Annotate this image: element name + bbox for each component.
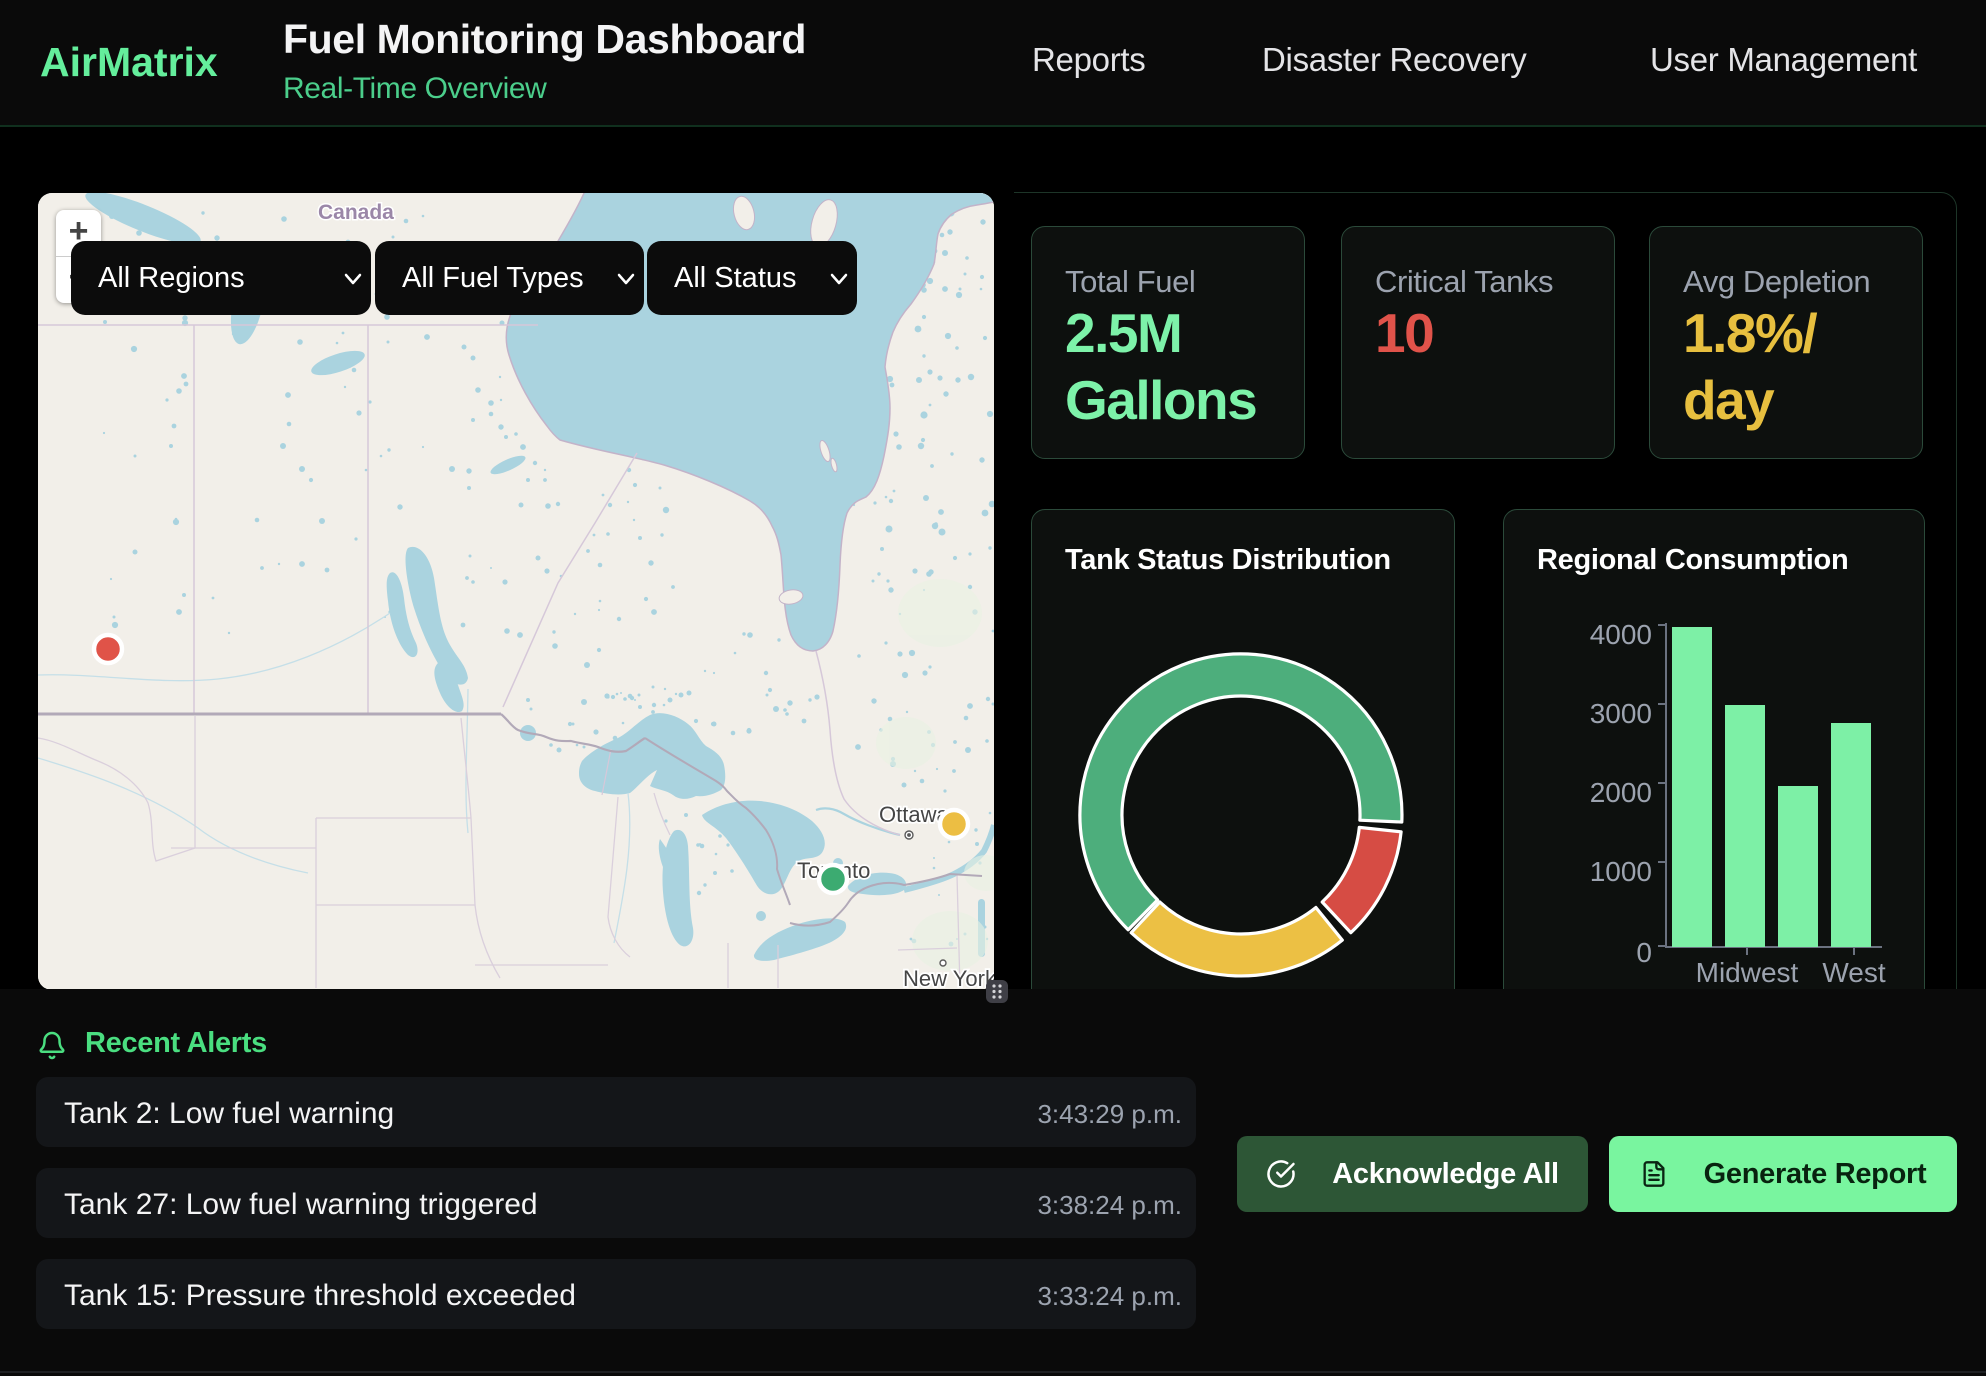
svg-text:3000: 3000 [1590,698,1652,729]
svg-text:Canada: Canada [318,201,394,224]
svg-text:4000: 4000 [1590,619,1652,650]
svg-text:Midwest: Midwest [1696,957,1799,988]
svg-text:2000: 2000 [1590,777,1652,808]
svg-text:West: West [1822,957,1885,988]
svg-text:New York: New York [903,966,994,988]
svg-text:1000: 1000 [1590,856,1652,887]
svg-text:0: 0 [1636,937,1652,968]
